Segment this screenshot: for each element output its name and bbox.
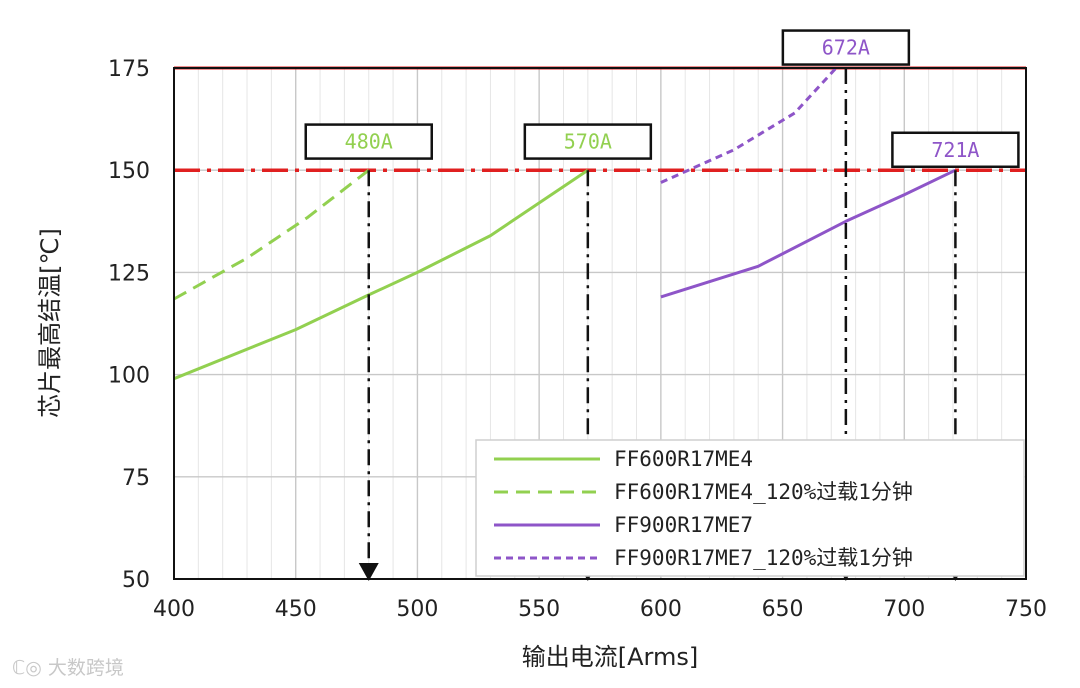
watermark: ℂ◎ 大数跨境 (12, 653, 124, 680)
x-tick-label: 600 (640, 597, 682, 622)
series-lines (173, 66, 957, 381)
legend: FF600R17ME4 FF600R17ME4_120%过载1分钟 FF900R17… (475, 439, 1025, 577)
legend-label: FF900R17ME7_120%过载1分钟 (614, 546, 913, 570)
legend-box (475, 439, 1025, 577)
legend-label: FF600R17ME4_120%过载1分钟 (614, 480, 913, 504)
arrow-down-icon (358, 563, 379, 581)
annotations: 480A 570A 672A 721A (304, 29, 1020, 169)
annotation-label: 570A (564, 130, 612, 154)
series-line (660, 168, 957, 299)
y-tick-label: 50 (122, 568, 150, 593)
y-tick-label: 175 (108, 57, 150, 82)
x-tick-label: 400 (153, 597, 195, 622)
annotation-box (304, 123, 433, 160)
annotation-label: 672A (822, 36, 870, 60)
x-tick-label: 500 (396, 597, 438, 622)
annotation-box (781, 29, 911, 66)
annotation-label: 721A (931, 138, 979, 162)
y-tick-label: 75 (122, 466, 150, 491)
watermark-logo-icon: ℂ◎ (12, 657, 42, 679)
legend-label: FF600R17ME4 (614, 447, 753, 471)
plot-border (173, 67, 1027, 580)
x-tick-label: 550 (518, 597, 560, 622)
annotation-box (523, 123, 653, 160)
tick-labels: 400 450 500 550 600 650 700 750 50 75 100 125 150 175 (108, 57, 1047, 622)
watermark-text: 大数跨境 (47, 657, 124, 679)
legend-label: FF900R17ME7 (614, 513, 753, 537)
y-axis-title: 芯片最高结温[℃] (36, 228, 64, 418)
y-tick-label: 150 (108, 159, 150, 184)
x-tick-label: 700 (883, 597, 925, 622)
series-line (660, 66, 838, 184)
x-tick-label: 750 (1005, 597, 1047, 622)
y-tick-label: 100 (108, 364, 150, 389)
x-tick-label: 650 (762, 597, 804, 622)
x-axis-title: 输出电流[Arms] (522, 643, 698, 671)
series-line (173, 169, 370, 301)
annotation-box (891, 131, 1020, 169)
series-line (173, 168, 589, 381)
x-tick-label: 450 (275, 597, 317, 622)
y-tick-label: 125 (108, 261, 150, 286)
annotation-label: 480A (345, 130, 393, 154)
